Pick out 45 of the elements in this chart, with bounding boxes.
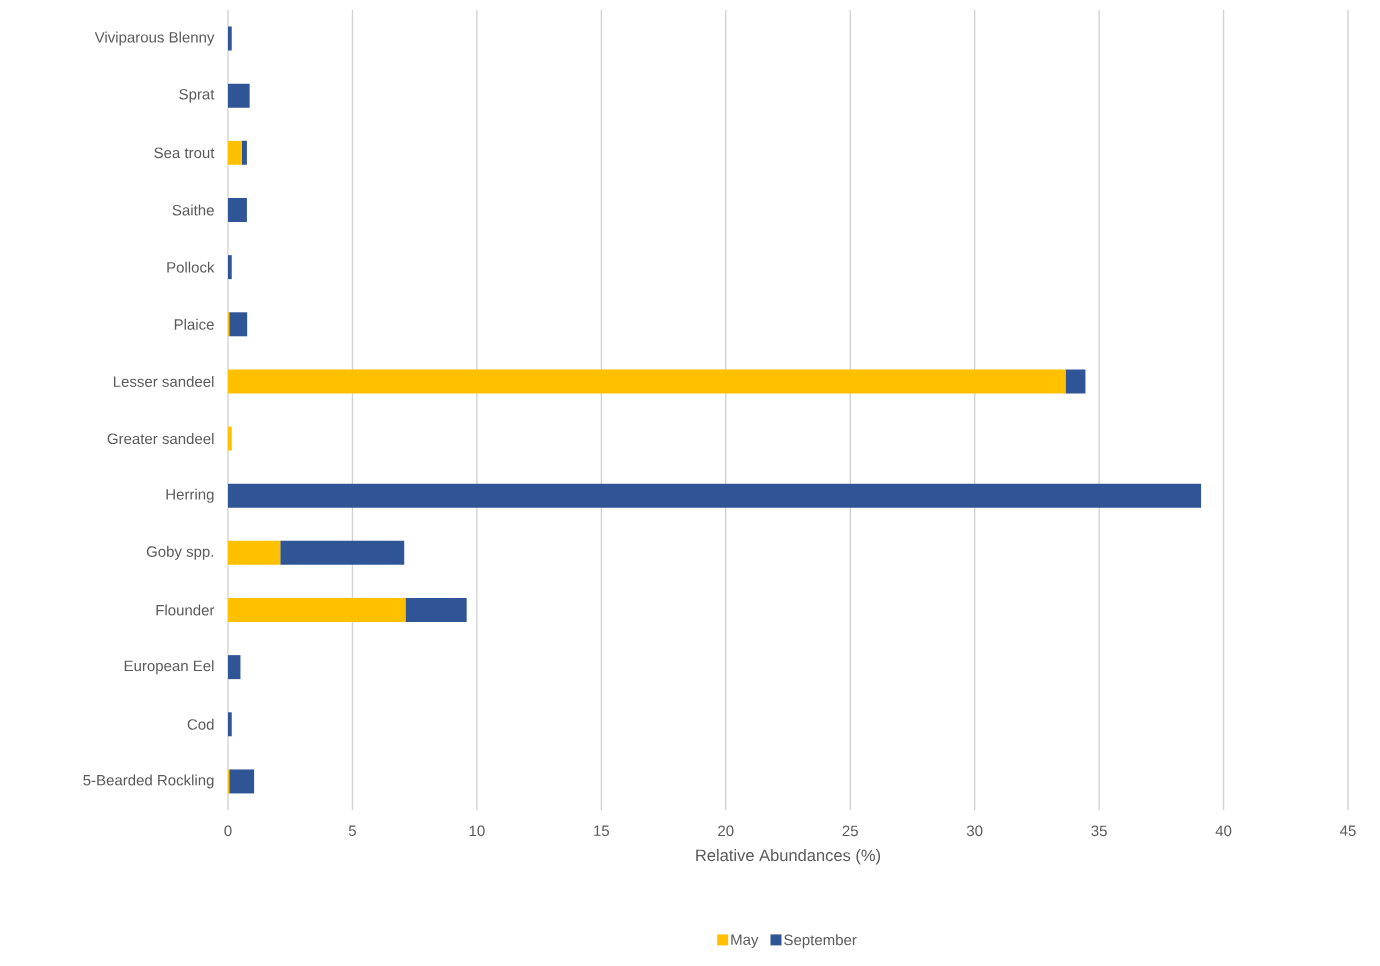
- bar: [229, 312, 248, 337]
- y-tick-label: Pollock: [167, 261, 215, 273]
- bar: [280, 540, 405, 565]
- bar: [228, 255, 232, 280]
- bar: [228, 198, 247, 222]
- bar: [228, 83, 250, 108]
- y-tick-label: Sea trout: [154, 147, 215, 159]
- bar: [405, 598, 467, 623]
- legend-label: September: [784, 934, 857, 949]
- y-tick-label: Herring: [166, 488, 214, 503]
- x-tick-label: 30: [966, 825, 983, 837]
- x-tick-label: 35: [1091, 825, 1107, 837]
- y-tick-label: Lesser sandeel: [113, 375, 214, 387]
- x-tick-label: 10: [469, 825, 485, 837]
- y-tick-label: Plaice: [174, 318, 214, 330]
- y-tick-label: Greater sandeel: [107, 433, 214, 445]
- bar: [228, 140, 242, 165]
- y-tick-label: European Eel: [124, 660, 214, 675]
- bar: [228, 540, 281, 565]
- x-tick-label: 0: [224, 825, 232, 837]
- x-tick-label: 25: [842, 825, 858, 837]
- legend-label: May: [731, 934, 759, 948]
- bar: [228, 598, 406, 623]
- y-tick-label: 5-Bearded Rockling: [83, 774, 214, 789]
- y-tick-label: Goby spp.: [146, 545, 214, 560]
- bar: [228, 483, 1202, 508]
- bar: [229, 769, 255, 794]
- bar: [228, 655, 241, 680]
- x-tick-label: 45: [1340, 825, 1356, 836]
- bar: [228, 26, 232, 51]
- x-tick-label: 20: [718, 825, 734, 837]
- y-tick-label: Saithe: [172, 204, 214, 216]
- y-tick-label: Flounder: [156, 604, 215, 616]
- x-tick-label: 15: [594, 825, 610, 836]
- bar: [241, 140, 247, 165]
- x-tick-label: 5: [348, 825, 356, 836]
- y-tick-label: Sprat: [179, 88, 215, 103]
- bar: [228, 426, 232, 451]
- y-tick-label: Cod: [187, 718, 214, 730]
- x-tick-label: 40: [1215, 825, 1232, 837]
- bar: [1065, 369, 1086, 394]
- x-axis-title: Relative Abundances (%): [696, 849, 881, 865]
- y-tick-label: Viviparous Blenny: [94, 31, 215, 46]
- bar: [228, 369, 1066, 394]
- bar: [228, 712, 232, 737]
